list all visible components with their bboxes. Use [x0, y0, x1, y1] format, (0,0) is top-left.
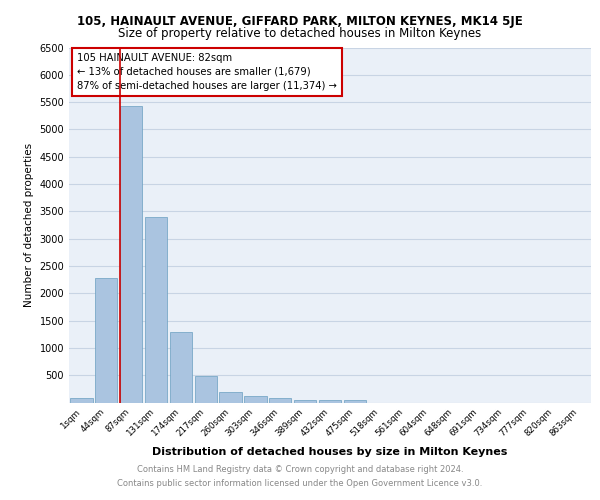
Bar: [95, 278, 118, 402]
Text: 105, HAINAULT AVENUE, GIFFARD PARK, MILTON KEYNES, MK14 5JE: 105, HAINAULT AVENUE, GIFFARD PARK, MILT…: [77, 15, 523, 28]
Bar: [220, 392, 242, 402]
Bar: [120, 106, 142, 403]
Bar: [344, 400, 366, 402]
Bar: [70, 398, 92, 402]
Text: Size of property relative to detached houses in Milton Keynes: Size of property relative to detached ho…: [118, 28, 482, 40]
Bar: [319, 400, 341, 402]
Bar: [194, 376, 217, 402]
Text: Contains HM Land Registry data © Crown copyright and database right 2024.
Contai: Contains HM Land Registry data © Crown c…: [118, 466, 482, 487]
Text: 105 HAINAULT AVENUE: 82sqm
← 13% of detached houses are smaller (1,679)
87% of s: 105 HAINAULT AVENUE: 82sqm ← 13% of deta…: [77, 53, 337, 91]
Y-axis label: Number of detached properties: Number of detached properties: [24, 143, 34, 307]
X-axis label: Distribution of detached houses by size in Milton Keynes: Distribution of detached houses by size …: [152, 446, 508, 456]
Bar: [145, 218, 167, 402]
Bar: [269, 398, 292, 402]
Bar: [170, 332, 192, 402]
Bar: [244, 396, 266, 402]
Bar: [294, 400, 316, 402]
